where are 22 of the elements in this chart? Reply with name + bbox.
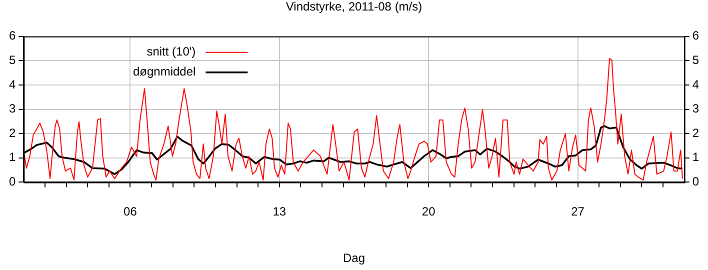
x-axis-title: Dag <box>342 251 366 266</box>
x-tick-label: 20 <box>422 204 436 219</box>
y-tick-label: 5 <box>8 53 16 68</box>
y-tick-label: 4 <box>8 77 16 92</box>
y2-tick-label: 2 <box>692 126 700 140</box>
y-tick-label: 0 <box>8 174 16 189</box>
legend-label: snitt (10') <box>146 44 196 59</box>
y2-tick-label: 5 <box>692 53 700 68</box>
y2-tick-label: 6 <box>692 28 700 43</box>
y2-tick-label: 3 <box>692 102 700 116</box>
y-tick-label: 3 <box>8 102 16 116</box>
y-tick-label: 6 <box>8 28 16 43</box>
legend-label: døgnmiddel <box>132 64 196 79</box>
x-tick-label: 27 <box>571 204 585 219</box>
chart-title: Vindstyrke, 2011-08 (m/s) <box>286 0 422 14</box>
y2-tick-label: 4 <box>692 77 700 92</box>
y2-tick-label: 0 <box>692 174 700 189</box>
x-tick-label: 13 <box>272 204 286 219</box>
y-tick-label: 2 <box>8 126 16 140</box>
x-tick-label: 06 <box>124 204 138 219</box>
y-tick-label: 1 <box>8 150 16 164</box>
y2-tick-label: 1 <box>692 150 700 164</box>
